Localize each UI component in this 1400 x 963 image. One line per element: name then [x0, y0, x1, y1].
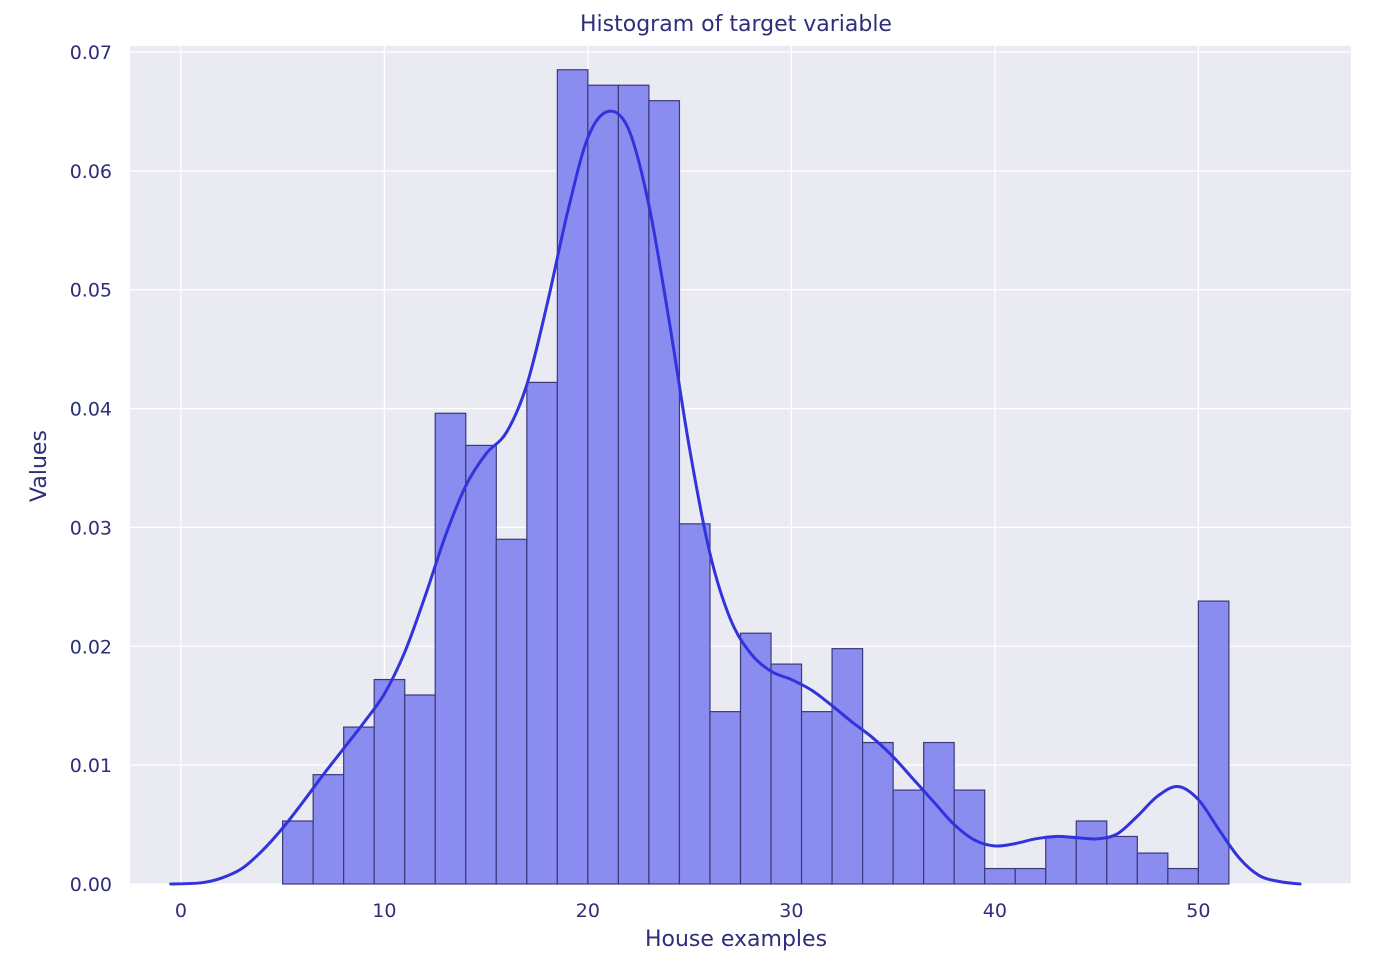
histogram-bar	[556, 69, 589, 885]
y-tick-label: 0.02	[70, 636, 112, 658]
kde-curve	[169, 109, 1302, 886]
histogram-bar	[1136, 852, 1169, 885]
histogram-bar	[465, 444, 497, 885]
histogram-bar	[739, 632, 772, 885]
histogram-bar	[831, 648, 864, 885]
x-tick-labels: 0 10 20 30 40 50	[175, 900, 1211, 922]
x-tick-label: 40	[983, 900, 1007, 922]
histogram-bar	[373, 678, 406, 885]
histogram-bar	[709, 711, 742, 885]
histogram-bar	[282, 820, 314, 885]
histogram-bar	[312, 774, 345, 885]
x-tick-label: 50	[1186, 900, 1210, 922]
y-tick-labels: 0.00 0.01 0.02 0.03 0.04 0.05 0.06 0.07	[70, 42, 112, 896]
chart-title: Histogram of target variable	[580, 12, 892, 37]
x-tick-label: 0	[175, 900, 187, 922]
histogram-bar	[343, 726, 375, 885]
histogram-bar	[648, 100, 681, 885]
histogram-bar	[587, 84, 619, 885]
y-tick-label: 0.05	[70, 280, 112, 302]
histogram-bars	[282, 69, 1230, 885]
x-axis-title: House examples	[645, 927, 827, 952]
histogram-bar	[984, 867, 1016, 885]
y-axis-title: Values	[27, 430, 52, 502]
y-tick-label: 0.04	[70, 399, 112, 421]
histogram-bar	[861, 741, 894, 885]
histogram-bar	[1014, 867, 1047, 885]
histogram-bar	[1167, 867, 1199, 885]
y-tick-label: 0.01	[70, 755, 112, 777]
histogram-bar	[770, 663, 803, 885]
y-tick-label: 0.00	[70, 874, 112, 896]
histogram-bar	[923, 741, 955, 885]
histogram-bar	[617, 84, 650, 885]
y-tick-label: 0.07	[70, 42, 112, 64]
histogram-bar	[526, 381, 558, 885]
x-tick-label: 30	[779, 900, 803, 922]
histogram-bar	[404, 694, 436, 885]
histogram-bar	[678, 523, 711, 885]
histogram-bar	[1197, 600, 1230, 885]
histogram-bar	[1045, 835, 1077, 885]
histogram-bar	[495, 538, 528, 885]
y-tick-label: 0.03	[70, 517, 112, 539]
histogram-bar	[892, 789, 925, 885]
histogram-bar	[800, 711, 833, 885]
histogram-bar	[1075, 820, 1108, 885]
histogram-bar	[434, 412, 467, 885]
x-tick-label: 10	[372, 900, 396, 922]
y-tick-label: 0.06	[70, 161, 112, 183]
x-tick-label: 20	[576, 900, 600, 922]
histogram-bar	[1106, 835, 1138, 885]
